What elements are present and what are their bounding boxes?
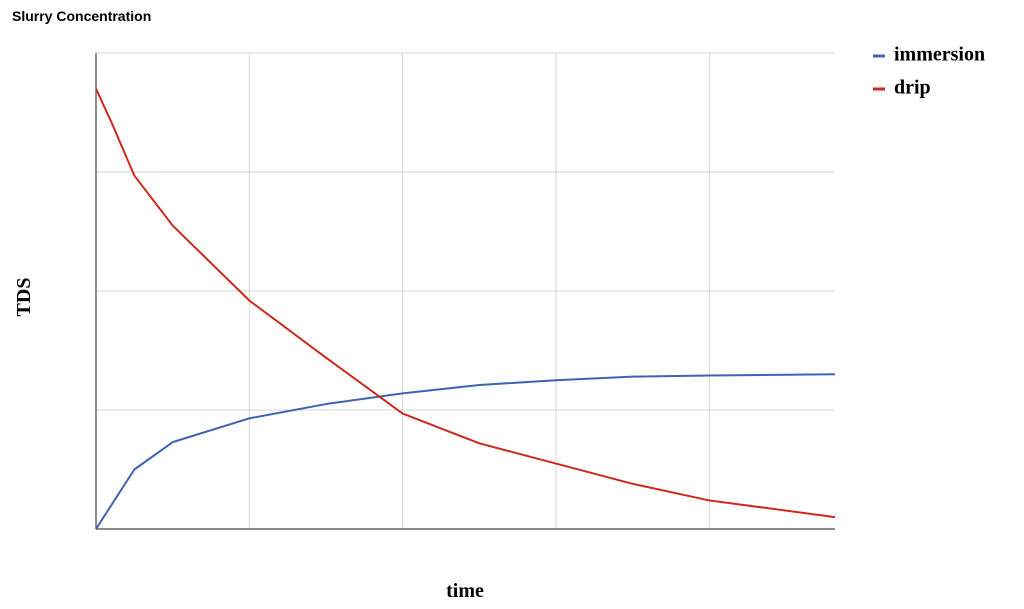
chart-title: Slurry Concentration xyxy=(12,8,151,24)
legend-label: drip xyxy=(894,77,931,99)
line xyxy=(95,88,836,519)
line xyxy=(95,373,836,530)
legend-label: immersion xyxy=(894,44,985,66)
y-axis-label: TDS xyxy=(13,278,35,317)
x-axis-label: time xyxy=(446,580,484,602)
